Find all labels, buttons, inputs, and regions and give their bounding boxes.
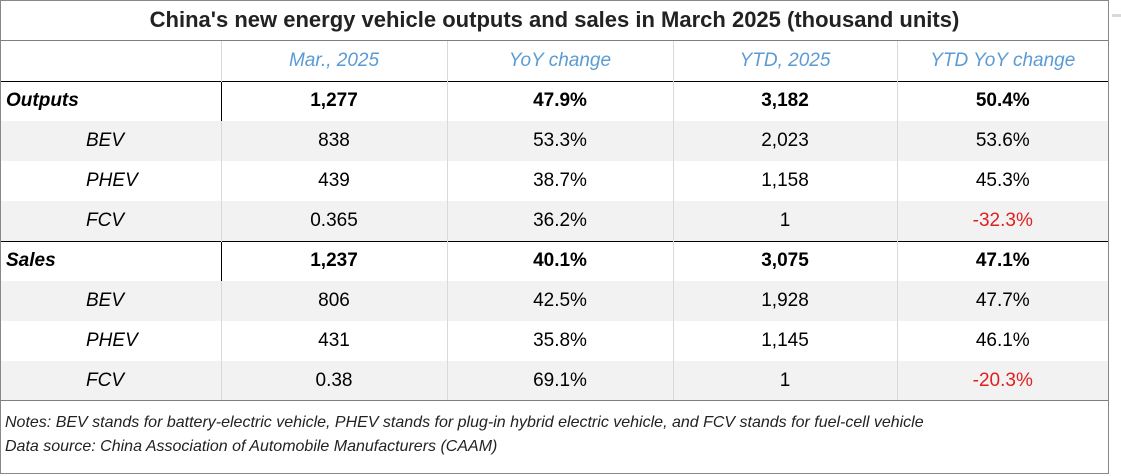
row-label-cell: PHEV (86, 330, 138, 351)
table-row: FCV 0.365 36.2% 1 -32.3% (1, 201, 1108, 241)
notes-text: Notes: BEV stands for battery-electric v… (5, 414, 924, 431)
row-label-cell: BEV (1, 281, 221, 321)
ytd-value-cell: 1 (672, 361, 897, 401)
ytd-yoy-value-cell: 50.4% (896, 80, 1108, 121)
header-cell-ytd-yoy: YTD YoY change (896, 41, 1108, 81)
yoy-value-cell: 69.1% (446, 361, 673, 401)
yoy-value-cell: 47.9% (446, 80, 673, 121)
source-text: Data source: China Association of Automo… (5, 438, 498, 455)
row-label-cell: FCV (1, 201, 221, 241)
yoy-value-cell: 38.7% (446, 161, 673, 201)
yoy-value-cell: 53.3% (446, 121, 673, 161)
notes-block: Notes: BEV stands for battery-electric v… (5, 411, 924, 459)
month-value-cell: 1,277 (220, 80, 447, 121)
table-body: Outputs 1,277 47.9% 3,182 50.4% BEV 838 53.3% 2,… (1, 80, 1108, 401)
ytd-value-cell: 1 (672, 201, 897, 241)
title-divider (0, 40, 1109, 41)
ytd-yoy-value-cell: -20.3% (896, 361, 1108, 401)
ytd-yoy-value-cell: 53.6% (896, 121, 1108, 161)
table-row: FCV 0.38 69.1% 1 -20.3% (1, 361, 1108, 401)
table-row: Sales 1,237 40.1% 3,075 47.1% (1, 240, 1108, 281)
table-row: PHEV 439 38.7% 1,158 45.3% (1, 161, 1108, 201)
ytd-value-cell: 1,145 (672, 321, 897, 361)
row-label-cell: BEV (1, 121, 221, 161)
row-label-cell: Outputs (1, 80, 222, 121)
ytd-value-cell: 3,075 (672, 240, 897, 281)
yoy-value-cell: 36.2% (446, 201, 673, 241)
month-value-cell: 439 (220, 161, 447, 201)
month-value-cell: 806 (220, 281, 447, 321)
header-row: Mar., 2025 YoY change YTD, 2025 YTD YoY … (1, 41, 1108, 81)
header-cell-yoy: YoY change (446, 41, 673, 81)
table-row: PHEV 431 35.8% 1,145 46.1% (1, 321, 1108, 361)
header-cell-ytd: YTD, 2025 (672, 41, 897, 81)
month-value-cell: 1,237 (220, 240, 447, 281)
table-row: Outputs 1,277 47.9% 3,182 50.4% (1, 80, 1108, 121)
ytd-yoy-value-cell: 46.1% (896, 321, 1108, 361)
ytd-yoy-value-cell: -32.3% (896, 201, 1108, 241)
ytd-value-cell: 1,928 (672, 281, 897, 321)
ytd-value-cell: 2,023 (672, 121, 897, 161)
yoy-value-cell: 35.8% (446, 321, 673, 361)
ytd-yoy-value-cell: 45.3% (896, 161, 1108, 201)
chart-title: China's new energy vehicle outputs and s… (149, 7, 960, 32)
row-label-cell: Sales (1, 240, 222, 281)
ytd-yoy-value-cell: 47.7% (896, 281, 1108, 321)
ytd-value-cell: 1,158 (672, 161, 897, 201)
notes-divider (0, 400, 1109, 401)
data-table: Mar., 2025 YoY change YTD, 2025 YTD YoY … (1, 41, 1108, 401)
table-row: BEV 806 42.5% 1,928 47.7% (1, 281, 1108, 321)
month-value-cell: 0.365 (220, 201, 447, 241)
header-cell-month: Mar., 2025 (220, 41, 447, 81)
yoy-value-cell: 42.5% (446, 281, 673, 321)
ytd-yoy-value-cell: 47.1% (896, 240, 1108, 281)
month-value-cell: 0.38 (220, 361, 447, 401)
header-cell-label (1, 41, 221, 81)
table-row: BEV 838 53.3% 2,023 53.6% (1, 121, 1108, 161)
month-value-cell: 431 (220, 321, 447, 361)
row-label-cell: PHEV (86, 170, 138, 191)
row-label-cell: FCV (1, 361, 221, 401)
corner-mark (1112, 14, 1121, 17)
month-value-cell: 838 (220, 121, 447, 161)
yoy-value-cell: 40.1% (446, 240, 673, 281)
ytd-value-cell: 3,182 (672, 80, 897, 121)
